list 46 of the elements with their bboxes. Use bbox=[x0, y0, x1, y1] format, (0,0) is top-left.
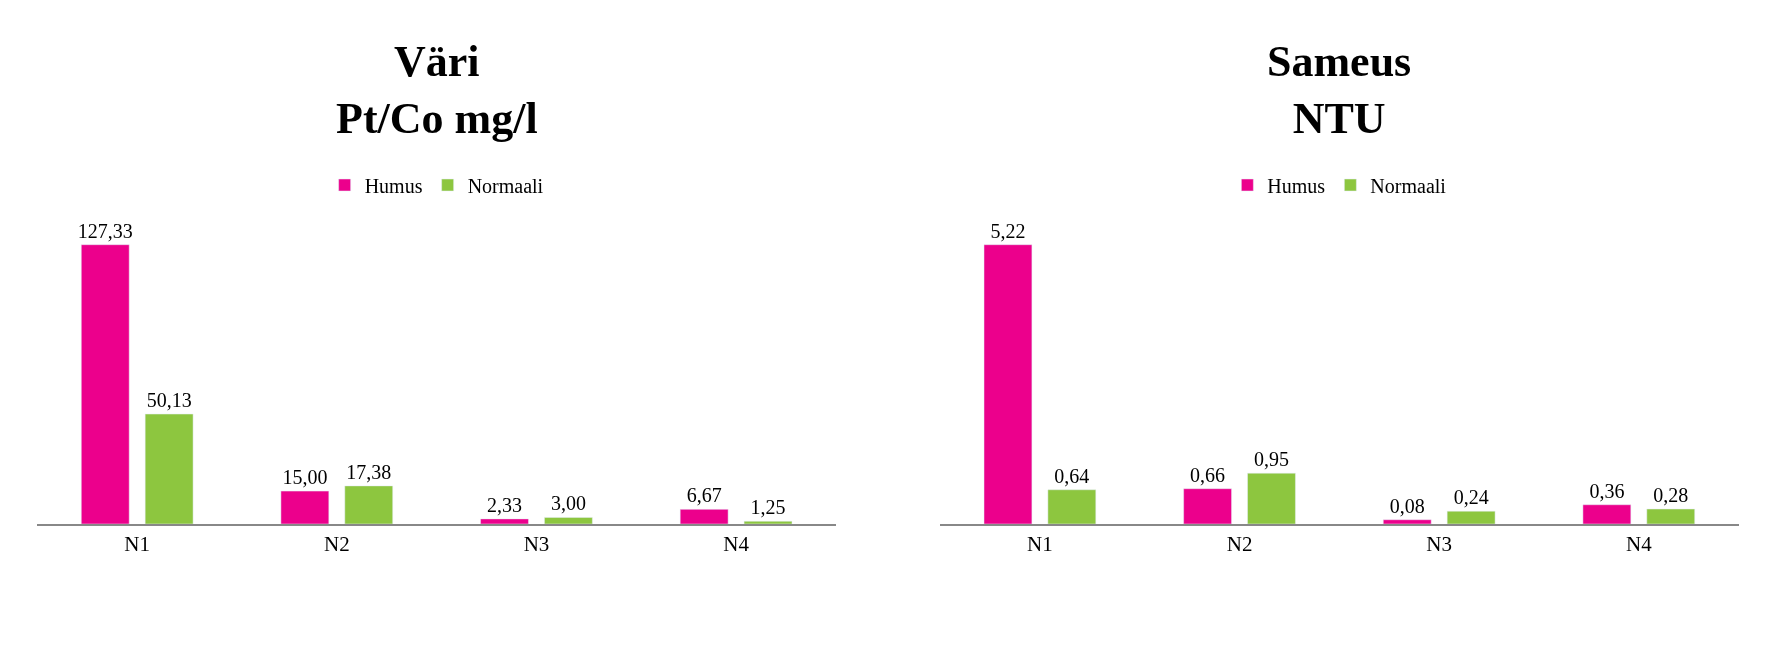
x-tick-label: N2 bbox=[1226, 531, 1253, 556]
x-tick-label: N3 bbox=[523, 531, 550, 556]
data-label: 0,95 bbox=[1253, 448, 1289, 471]
bar bbox=[280, 490, 330, 524]
data-label: 127,33 bbox=[77, 219, 133, 242]
x-tick-label: N4 bbox=[1625, 531, 1653, 556]
data-label: 15,00 bbox=[282, 466, 328, 489]
bar bbox=[544, 517, 593, 524]
data-label: 0,36 bbox=[1589, 479, 1625, 502]
bar bbox=[1446, 510, 1496, 524]
data-label: 1,25 bbox=[750, 496, 786, 519]
bar bbox=[1183, 488, 1232, 524]
bar bbox=[1047, 489, 1097, 524]
legend-label: Humus bbox=[1267, 174, 1326, 197]
bar bbox=[1582, 504, 1632, 524]
data-label: 2,33 bbox=[487, 493, 523, 516]
x-tick-label: N3 bbox=[1426, 531, 1453, 556]
bar bbox=[81, 244, 130, 524]
data-label: 50,13 bbox=[146, 389, 192, 412]
bar bbox=[144, 413, 194, 524]
bar bbox=[1383, 519, 1432, 524]
bar bbox=[679, 509, 729, 524]
x-tick-label: N4 bbox=[723, 531, 750, 556]
x-tick-label: N1 bbox=[124, 531, 151, 556]
data-label: 0,24 bbox=[1453, 486, 1489, 509]
bar bbox=[344, 485, 393, 524]
data-label: 3,00 bbox=[550, 492, 586, 515]
bar bbox=[1646, 508, 1695, 524]
data-label: 0,66 bbox=[1190, 463, 1226, 486]
data-label: 5,22 bbox=[990, 219, 1026, 242]
legend-label: Humus bbox=[364, 174, 423, 197]
x-tick-label: N2 bbox=[323, 531, 350, 556]
x-tick-label: N1 bbox=[1027, 531, 1053, 556]
data-label: 6,67 bbox=[686, 484, 722, 507]
data-label: 0,64 bbox=[1054, 464, 1090, 487]
legend-label: Normaali bbox=[1370, 174, 1447, 197]
bar bbox=[743, 521, 793, 524]
data-label: 17,38 bbox=[346, 460, 392, 483]
bar bbox=[983, 244, 1033, 524]
chart-title: Väri Pt/Co mg/l bbox=[336, 37, 538, 144]
chart-title: Sameus NTU bbox=[1267, 37, 1412, 144]
data-label: 0,08 bbox=[1389, 494, 1425, 517]
bar bbox=[480, 518, 529, 524]
legend-label: Normaali bbox=[467, 174, 544, 197]
bar bbox=[1247, 472, 1296, 524]
data-label: 0,28 bbox=[1653, 484, 1689, 507]
